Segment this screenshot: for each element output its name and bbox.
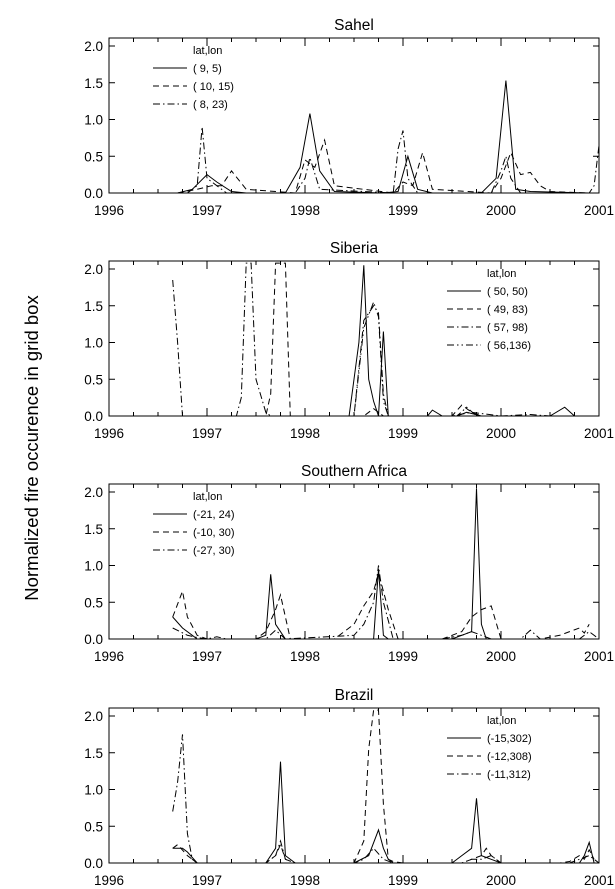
x-tick-label: 1996 bbox=[94, 203, 124, 218]
x-tick-label: 1999 bbox=[388, 649, 418, 664]
x-tick-label: 2000 bbox=[486, 203, 516, 218]
x-tick-label: 1997 bbox=[192, 426, 222, 441]
series-line-1 bbox=[172, 570, 590, 639]
y-tick-label: 0.5 bbox=[84, 372, 103, 387]
x-tick-label: 1997 bbox=[192, 649, 222, 664]
legend-label: (-10, 30) bbox=[193, 527, 235, 539]
legend-label: ( 50, 50) bbox=[487, 286, 528, 298]
series-group bbox=[172, 709, 599, 863]
series-line-1 bbox=[177, 138, 590, 193]
x-tick-label: 1999 bbox=[388, 203, 418, 218]
panel-title: Southern Africa bbox=[301, 463, 407, 480]
panel-brazil: Brazil 0.0 0.5 1.0 1.5 2.0 1996 1997 1998 1999 20… bbox=[84, 687, 614, 888]
series-line-2 bbox=[172, 262, 599, 416]
panel-southern-africa: Southern Africa 0.0 0.5 1.0 1.5 2.0 1996 1997 1… bbox=[84, 463, 614, 664]
legend-label: ( 56,136) bbox=[487, 340, 531, 352]
x-tick-label: 1999 bbox=[388, 426, 418, 441]
series-line-0 bbox=[177, 80, 590, 193]
series-line-2 bbox=[187, 126, 599, 193]
series-group bbox=[172, 488, 599, 639]
y-tick-label: 1.5 bbox=[84, 76, 103, 91]
y-tick-label: 0.0 bbox=[84, 856, 103, 871]
y-tick-label: 2.0 bbox=[84, 709, 103, 724]
y-tick-label: 2.0 bbox=[84, 262, 103, 277]
plot-frame bbox=[108, 707, 600, 864]
x-tick-label: 2000 bbox=[486, 426, 516, 441]
x-tick-label: 1998 bbox=[290, 873, 320, 888]
y-tick-label: 0.5 bbox=[84, 149, 103, 164]
panel-title: Brazil bbox=[335, 687, 374, 704]
x-tick-label: 2000 bbox=[486, 873, 516, 888]
legend-label: (-15,302) bbox=[487, 733, 532, 745]
y-tick-label: 1.5 bbox=[84, 746, 103, 761]
series-line-0 bbox=[177, 265, 599, 416]
x-tick-label: 2001 bbox=[584, 649, 614, 664]
series-line-2 bbox=[172, 734, 599, 863]
x-tick-label: 1997 bbox=[192, 203, 222, 218]
x-tick-label: 1996 bbox=[94, 649, 124, 664]
x-tick-label: 1998 bbox=[290, 203, 320, 218]
y-tick-label: 1.0 bbox=[84, 559, 103, 574]
panel-siberia: Siberia 0.0 0.5 1.0 1.5 2.0 1996 1997 1998 1999 2… bbox=[84, 240, 614, 441]
y-tick-label: 1.5 bbox=[84, 299, 103, 314]
y-tick-label: 0.5 bbox=[84, 819, 103, 834]
y-tick-label: 1.5 bbox=[84, 522, 103, 537]
panel-title: Sahel bbox=[334, 17, 374, 34]
legend-label: (-12,308) bbox=[487, 751, 532, 763]
y-tick-label: 0.0 bbox=[84, 632, 103, 647]
x-tick-label: 1996 bbox=[94, 873, 124, 888]
y-tick-label: 1.0 bbox=[84, 113, 103, 128]
legend-label: ( 57, 98) bbox=[487, 322, 528, 334]
x-tick-label: 2000 bbox=[486, 649, 516, 664]
figure-ylabel: Normalized fire occurence in grid box bbox=[21, 295, 42, 601]
y-tick-label: 2.0 bbox=[84, 39, 103, 54]
plot-frame bbox=[108, 483, 600, 640]
y-tick-label: 2.0 bbox=[84, 485, 103, 500]
legend-label: (-27, 30) bbox=[193, 545, 235, 557]
legend-title: lat,lon bbox=[487, 268, 516, 280]
x-tick-label: 2001 bbox=[584, 873, 614, 888]
legend-label: (-11,312) bbox=[487, 769, 531, 781]
x-tick-label: 1999 bbox=[388, 873, 418, 888]
panel-title: Siberia bbox=[330, 240, 379, 257]
x-tick-label: 2001 bbox=[584, 203, 614, 218]
y-tick-label: 0.5 bbox=[84, 595, 103, 610]
legend-label: ( 49, 83) bbox=[487, 304, 528, 316]
series-line-2 bbox=[172, 565, 599, 639]
x-tick-label: 2001 bbox=[584, 426, 614, 441]
series-group bbox=[177, 80, 599, 193]
series-line-1 bbox=[177, 262, 599, 416]
x-tick-label: 1997 bbox=[192, 873, 222, 888]
plot-frame bbox=[108, 260, 600, 417]
legend-label: ( 10, 15) bbox=[193, 81, 234, 93]
plot-frame bbox=[108, 37, 600, 194]
y-tick-label: 1.0 bbox=[84, 783, 103, 798]
y-tick-label: 0.0 bbox=[84, 186, 103, 201]
series-line-0 bbox=[172, 488, 599, 639]
series-group bbox=[172, 262, 599, 416]
series-line-3 bbox=[177, 300, 599, 416]
legend-label: ( 8, 23) bbox=[193, 99, 228, 111]
legend-label: ( 9, 5) bbox=[193, 63, 222, 75]
x-tick-label: 1996 bbox=[94, 426, 124, 441]
series-line-0 bbox=[172, 761, 595, 863]
x-tick-label: 1998 bbox=[290, 426, 320, 441]
x-tick-label: 1998 bbox=[290, 649, 320, 664]
y-tick-label: 0.0 bbox=[84, 409, 103, 424]
y-tick-label: 1.0 bbox=[84, 336, 103, 351]
legend-title: lat,lon bbox=[487, 715, 516, 727]
legend-title: lat,lon bbox=[193, 491, 222, 503]
legend-title: lat,lon bbox=[193, 45, 222, 57]
panel-sahel: Sahel 0.0 0.5 1.0 1.5 2.0 1996 1997 1998 1999 200… bbox=[84, 17, 614, 218]
legend-label: (-21, 24) bbox=[193, 509, 235, 521]
